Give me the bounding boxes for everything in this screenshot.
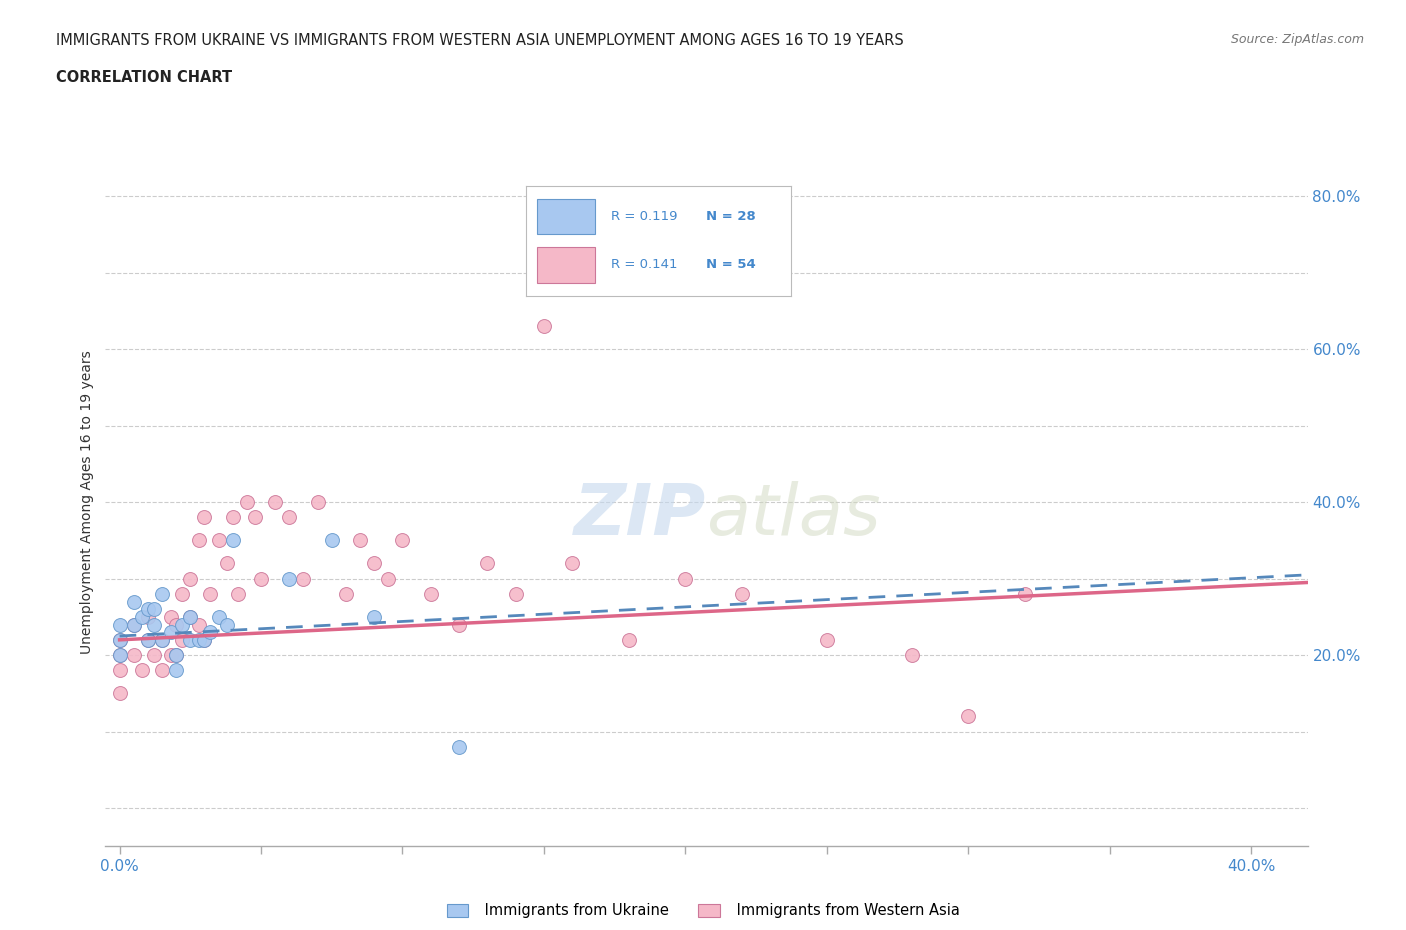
Point [217,556,239,571]
Text: ZIP: ZIP [574,482,707,551]
Point [179,571,201,586]
Point [1014,587,1036,602]
Bar [537,247,595,283]
Point [150,632,173,647]
Point [170,587,193,602]
Text: R = 0.119: R = 0.119 [610,210,678,223]
Point [122,618,145,632]
Text: N = 54: N = 54 [706,259,756,272]
Point [198,625,221,640]
Point [159,647,181,662]
Legend:  Immigrants from Ukraine,  Immigrants from Western Asia: Immigrants from Ukraine, Immigrants from… [447,903,959,918]
Text: N = 28: N = 28 [706,210,756,223]
Point [447,618,470,632]
Point [617,632,640,647]
Point [198,587,221,602]
Point [165,647,187,662]
Point [142,618,165,632]
Point [222,510,245,525]
Point [957,709,980,724]
Point [815,632,838,647]
Point [108,663,131,678]
Point [165,663,187,678]
Point [335,587,357,602]
Point [278,571,301,586]
Point [236,495,259,510]
Point [447,739,470,754]
Point [150,587,173,602]
Point [731,587,754,602]
Point [136,632,159,647]
Point [207,609,229,624]
Point [377,571,399,586]
Point [264,495,287,510]
Point [900,647,922,662]
Point [108,647,131,662]
Point [222,533,245,548]
Point [321,533,343,548]
Point [142,647,165,662]
Text: Source: ZipAtlas.com: Source: ZipAtlas.com [1230,33,1364,46]
Point [505,587,527,602]
Point [170,632,193,647]
Point [533,319,555,334]
Point [193,632,215,647]
Bar [537,199,595,234]
Y-axis label: Unemployment Among Ages 16 to 19 years: Unemployment Among Ages 16 to 19 years [80,351,94,654]
Point [150,663,173,678]
Point [278,510,301,525]
Point [108,618,131,632]
Point [187,632,209,647]
Text: IMMIGRANTS FROM UKRAINE VS IMMIGRANTS FROM WESTERN ASIA UNEMPLOYMENT AMONG AGES : IMMIGRANTS FROM UKRAINE VS IMMIGRANTS FR… [56,33,904,47]
Point [250,571,273,586]
Text: R = 0.141: R = 0.141 [610,259,678,272]
Point [179,609,201,624]
Point [217,618,239,632]
Point [363,556,385,571]
Text: CORRELATION CHART: CORRELATION CHART [56,70,232,85]
Point [122,647,145,662]
Point [170,618,193,632]
Point [187,618,209,632]
Point [477,556,499,571]
Text: atlas: atlas [707,482,882,551]
Point [165,618,187,632]
Point [561,556,583,571]
Point [245,510,267,525]
Point [136,609,159,624]
Point [136,602,159,617]
Point [122,594,145,609]
Point [108,686,131,701]
Point [187,533,209,548]
Point [207,533,229,548]
Point [165,647,187,662]
Point [136,632,159,647]
Point [349,533,371,548]
Point [108,632,131,647]
Point [673,571,696,586]
Point [179,609,201,624]
Point [108,632,131,647]
Point [193,510,215,525]
Point [193,632,215,647]
Point [150,632,173,647]
Point [228,587,250,602]
Point [307,495,329,510]
Point [131,609,153,624]
Point [122,618,145,632]
Point [391,533,413,548]
Point [292,571,315,586]
Point [419,587,441,602]
Point [363,609,385,624]
Point [142,602,165,617]
Point [179,632,201,647]
Point [159,609,181,624]
Point [108,647,131,662]
Point [131,663,153,678]
Point [159,625,181,640]
